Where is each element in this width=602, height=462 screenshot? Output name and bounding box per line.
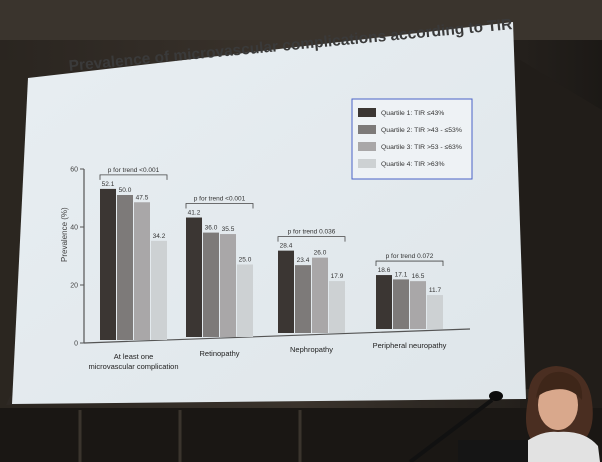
trend-annotation: p for trend <0.001 — [108, 167, 160, 174]
x-axis — [83, 328, 471, 344]
bar-value-label: 23.4 — [297, 257, 310, 264]
bar-value-label: 16.5 — [412, 273, 425, 280]
bar-value-label: 36.0 — [205, 225, 218, 232]
bar — [278, 250, 294, 333]
bar-value-label: 26.0 — [314, 250, 327, 257]
bar — [151, 240, 167, 340]
bar — [376, 275, 392, 329]
bar-value-label: 34.2 — [153, 233, 166, 240]
trend-bracket — [277, 236, 346, 242]
legend-label: Quartile 1: TIR ≤43% — [381, 110, 444, 117]
bar — [100, 188, 116, 340]
laptop — [458, 440, 528, 462]
legend-label: Quartile 4: TIR >63% — [381, 161, 445, 168]
bar — [329, 281, 345, 333]
x-category-label: microvascular complication — [88, 362, 178, 371]
trend-annotation: p for trend 0.072 — [386, 253, 434, 260]
trend-bracket — [99, 174, 168, 180]
legend-swatch — [358, 125, 376, 134]
bar — [237, 264, 253, 337]
bar-value-label: 17.9 — [331, 273, 344, 280]
bar — [427, 295, 443, 329]
x-category-label: Peripheral neuropathy — [373, 341, 447, 350]
trend-annotation: p for trend 0.036 — [288, 229, 336, 236]
y-tick-label: 20 — [70, 283, 78, 290]
x-category-label: Nephropathy — [290, 345, 333, 354]
wall-panels — [78, 410, 302, 462]
y-tick-label: 0 — [74, 341, 78, 348]
y-tick-label: 40 — [70, 225, 78, 232]
trend-bracket — [375, 260, 444, 267]
bar — [220, 234, 236, 337]
trend-bracket — [185, 203, 254, 209]
bar — [117, 195, 133, 340]
bar — [295, 265, 311, 333]
right-wall — [520, 60, 602, 462]
legend-swatch — [358, 159, 376, 168]
legend-swatch — [358, 142, 376, 151]
x-category-label: Retinopathy — [199, 349, 239, 358]
bar-value-label: 50.0 — [119, 187, 132, 194]
bar-value-label: 41.2 — [188, 210, 201, 217]
bar — [312, 257, 328, 333]
bar — [203, 232, 219, 337]
bar — [186, 217, 202, 337]
microphone — [408, 391, 503, 462]
bar-value-label: 52.1 — [102, 181, 115, 188]
speaker-person — [520, 366, 600, 462]
legend-label: Quartile 3: TIR >53 - ≤63% — [381, 144, 462, 151]
x-category-label: At least one — [114, 352, 154, 361]
legend-label: Quartile 2: TIR >43 - ≤53% — [381, 127, 462, 134]
bar-value-label: 25.0 — [239, 257, 252, 264]
trend-annotation: p for trend <0.001 — [194, 196, 246, 203]
bar — [410, 281, 426, 329]
bar-value-label: 28.4 — [280, 243, 293, 250]
bar-value-label: 35.5 — [222, 226, 235, 233]
bar-value-label: 47.5 — [136, 194, 149, 201]
bar-value-label: 18.6 — [378, 267, 391, 274]
bar — [393, 279, 409, 329]
bar-value-label: 17.1 — [395, 271, 408, 278]
legend-swatch — [358, 108, 376, 117]
y-tick-label: 60 — [70, 167, 78, 174]
bar — [134, 202, 150, 340]
bar-value-label: 11.7 — [429, 287, 442, 294]
